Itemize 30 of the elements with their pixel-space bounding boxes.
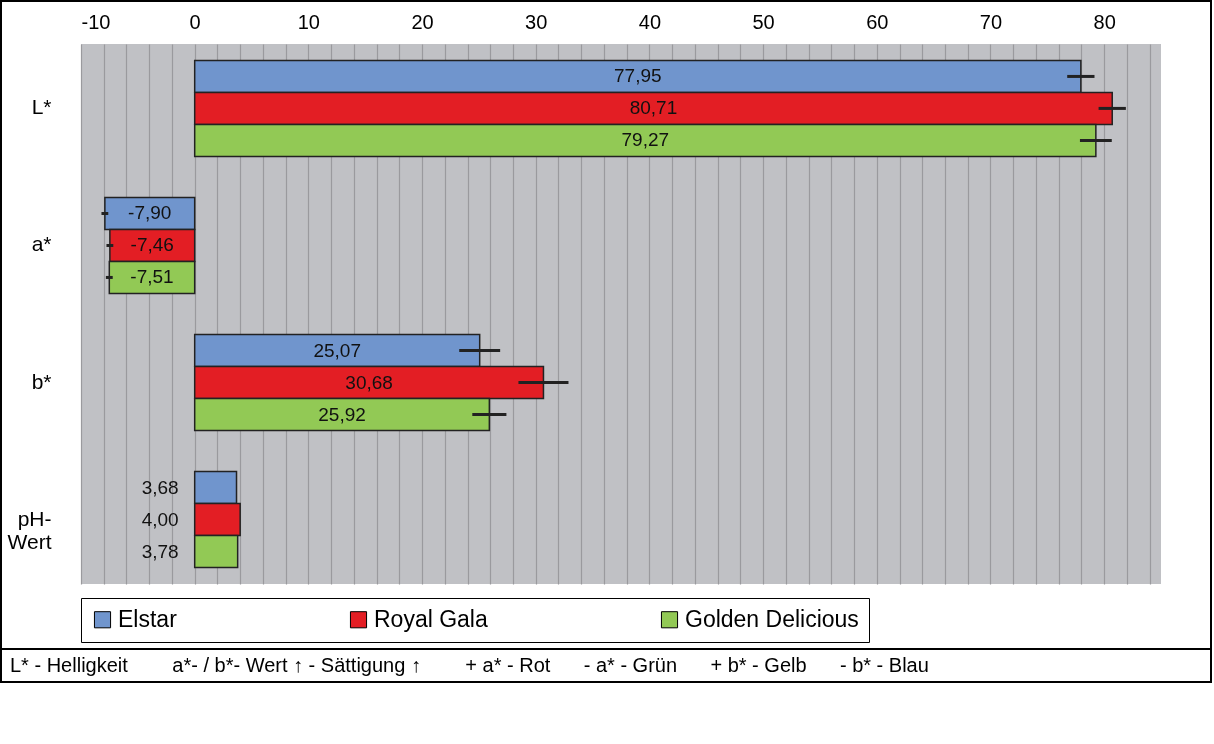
x-tick-label: 50 [752, 10, 775, 33]
data-label: -7,51 [130, 266, 174, 288]
x-tick-label: 40 [638, 10, 662, 33]
data-label: 77,95 [613, 65, 662, 87]
legend-label: Royal Gala [374, 605, 488, 632]
x-tick-label: 0 [189, 10, 201, 33]
data-label: 30,68 [345, 371, 393, 393]
y-tick-label: pH- Wert [7, 506, 52, 553]
x-tick-label: 70 [979, 10, 1003, 33]
x-tick-label: -10 [81, 10, 111, 33]
legend-label: Elstar [118, 605, 178, 632]
data-label: 3,78 [141, 540, 179, 562]
data-label: 80,71 [629, 97, 678, 119]
data-label: 79,27 [621, 129, 670, 151]
y-tick-label: L* [31, 95, 52, 119]
y-tick-label: b* [31, 369, 52, 393]
x-tick-label: 60 [866, 10, 889, 33]
data-label: -7,46 [130, 234, 174, 256]
data-label: -7,90 [128, 202, 172, 224]
x-tick-label: 30 [525, 10, 548, 33]
y-tick-label: a* [31, 232, 52, 256]
data-label: 3,68 [141, 476, 179, 498]
data-label: 4,00 [141, 508, 179, 530]
legend-label: Golden Delicious [685, 605, 859, 632]
data-label: 25,07 [313, 339, 361, 361]
x-tick-label: 20 [411, 10, 434, 33]
text: L* - Helligkeit a*- / b*- Wert ↑ - Sättigung ↑ + a* - Rot - a* - Grün + b* - Gelb - b* - Blau [2, 648, 1210, 681]
data-label: 25,92 [318, 403, 366, 425]
x-tick-label: 80 [1093, 10, 1116, 33]
x-tick-label: 10 [297, 10, 320, 33]
